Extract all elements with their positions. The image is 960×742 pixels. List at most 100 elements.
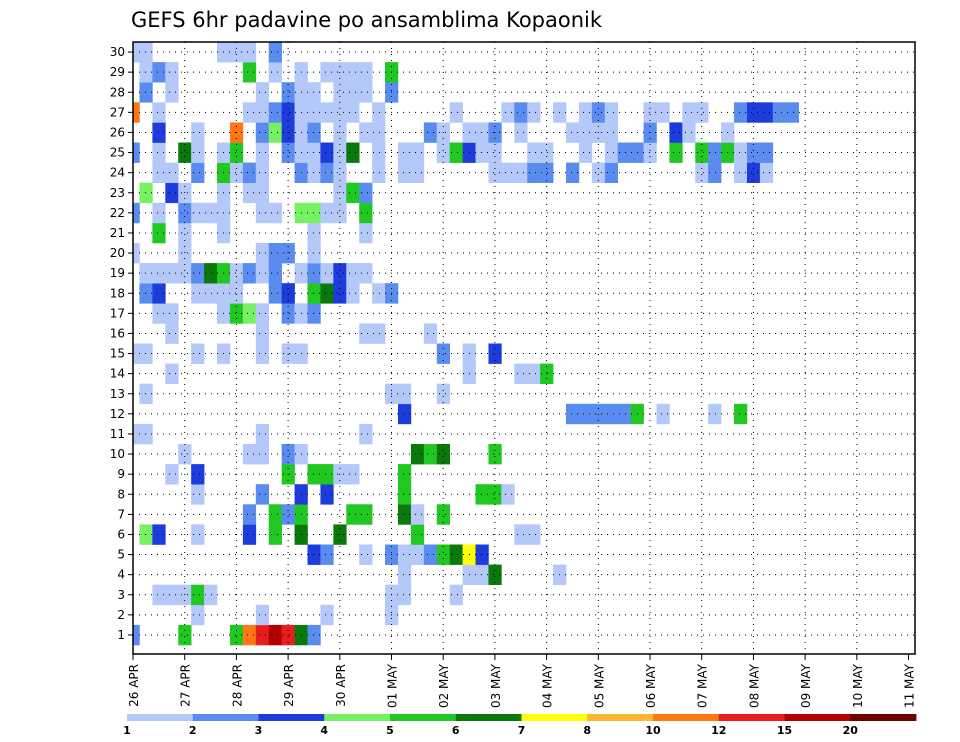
heatmap-cell: [346, 283, 360, 304]
heatmap-cell: [133, 42, 140, 63]
legend-swatch: [324, 714, 391, 721]
heatmap-cell: [255, 202, 270, 224]
heatmap-cell: [242, 62, 257, 83]
heatmap-cell: [229, 283, 244, 304]
heatmap-cell: [204, 202, 218, 224]
y-tick-label: 21: [110, 226, 125, 240]
heatmap-cell: [307, 82, 321, 103]
heatmap-cell: [540, 142, 554, 163]
heatmap-cell: [268, 202, 282, 224]
heatmap-cell: [656, 403, 670, 425]
heatmap-cell: [578, 102, 593, 123]
heatmap-cell: [139, 62, 153, 83]
heatmap-cell: [204, 283, 218, 304]
heatmap-cell: [139, 343, 153, 364]
heatmap-cell: [682, 102, 696, 123]
x-tick-label: 02 MAY: [437, 663, 451, 708]
heatmap-cell: [527, 524, 541, 545]
x-tick-label: 11 MAY: [903, 663, 917, 708]
heatmap-cell: [255, 604, 270, 626]
heatmap-cell: [346, 82, 360, 103]
heatmap-cell: [281, 82, 295, 103]
plot-frame: [132, 41, 916, 655]
heatmap-cell: [191, 464, 205, 485]
y-tick-label: 5: [117, 548, 125, 562]
heatmap-cell: [566, 122, 580, 143]
heatmap-cell: [410, 524, 425, 545]
heatmap-cell: [307, 162, 321, 183]
heatmap-cell: [165, 363, 179, 384]
heatmap-cell: [133, 102, 140, 123]
heatmap-cell: [165, 464, 179, 485]
heatmap-cell: [133, 343, 140, 364]
heatmap-cell: [307, 122, 321, 143]
x-tick-label: 09 MAY: [799, 663, 813, 708]
heatmap-cell: [165, 303, 179, 324]
heatmap-cell: [191, 283, 205, 304]
heatmap-cell: [152, 584, 166, 606]
heatmap-cell: [346, 504, 360, 525]
heatmap-cell: [178, 202, 192, 224]
heatmap-cell: [695, 142, 709, 163]
heatmap-cell: [165, 162, 179, 183]
heatmap-cell: [191, 484, 205, 505]
legend-level-label: 10: [645, 724, 661, 737]
heatmap-cell: [255, 142, 270, 163]
x-tick-label: 26 APR: [127, 664, 141, 707]
heatmap-cell: [268, 283, 282, 304]
heatmap-cell: [397, 403, 412, 425]
heatmap-cell: [133, 202, 140, 224]
legend-level-label: 20: [843, 724, 859, 737]
y-tick-label: 7: [117, 507, 125, 521]
heatmap-cell: [359, 544, 373, 565]
heatmap-cell: [268, 624, 282, 646]
heatmap-cell: [255, 122, 270, 143]
heatmap-cell: [255, 484, 270, 505]
heatmap-cell: [604, 102, 619, 123]
x-tick-label: 29 APR: [282, 664, 296, 707]
heatmap-cell: [734, 403, 748, 425]
heatmap-cell: [229, 42, 244, 63]
heatmap-cell: [139, 524, 153, 545]
heatmap-cell: [436, 142, 450, 163]
heatmap-cell: [436, 383, 450, 405]
heatmap-cell: [307, 464, 321, 485]
y-tick-label: 22: [110, 206, 125, 220]
heatmap-cell: [772, 102, 787, 123]
heatmap-cell: [578, 142, 593, 163]
heatmap-cell: [759, 102, 774, 123]
legend-level-label: 3: [255, 724, 263, 737]
heatmap-cell: [669, 142, 683, 163]
heatmap-cell: [617, 142, 631, 163]
heatmap-cell: [708, 162, 722, 183]
heatmap-cell: [372, 122, 386, 143]
heatmap-cell: [307, 263, 321, 284]
y-tick-label: 3: [117, 588, 125, 602]
heatmap-cell: [255, 102, 270, 123]
heatmap-cell: [204, 584, 218, 606]
heatmap-cell: [178, 624, 192, 646]
heatmap-cell: [359, 82, 373, 103]
heatmap-cell: [139, 423, 153, 445]
heatmap-cell: [152, 142, 166, 163]
heatmap-cell: [152, 122, 166, 143]
heatmap-cell: [255, 323, 270, 344]
heatmap-cell: [372, 102, 386, 123]
heatmap-cell: [281, 283, 295, 304]
heatmap-cell: [540, 162, 554, 183]
heatmap-cell: [133, 142, 140, 163]
heatmap-cell: [746, 142, 761, 163]
heatmap-cell: [359, 122, 373, 143]
heatmap-cell: [191, 584, 205, 606]
heatmap-cell: [152, 162, 166, 183]
heatmap-cell: [178, 142, 192, 163]
y-tick-label: 1: [117, 628, 125, 642]
heatmap-cell: [191, 142, 205, 163]
heatmap-cell: [372, 142, 386, 163]
legend-level-label: 7: [518, 724, 526, 737]
heatmap-cell: [242, 102, 257, 123]
heatmap-cell: [255, 182, 270, 204]
heatmap-cell: [281, 243, 295, 264]
legend-level-label: 5: [386, 724, 394, 737]
heatmap-cell: [346, 142, 360, 163]
